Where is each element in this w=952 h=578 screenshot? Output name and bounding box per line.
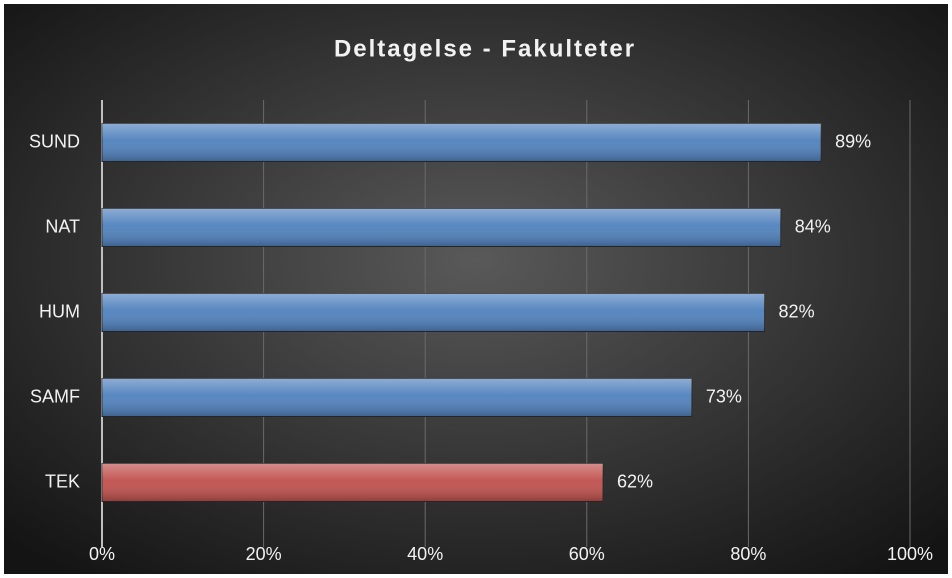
value-label: 84%: [795, 216, 831, 236]
value-label: 89%: [835, 131, 871, 151]
bar-shine: [102, 293, 765, 332]
x-tick-label: 100%: [887, 544, 933, 564]
x-tick-label: 40%: [407, 544, 443, 564]
bar-shine: [102, 123, 822, 162]
x-tick-label: 60%: [569, 544, 605, 564]
x-tick-label: 80%: [730, 544, 766, 564]
x-tick-label: 20%: [246, 544, 282, 564]
y-tick-label: SAMF: [30, 386, 80, 406]
y-tick-label: TEK: [45, 471, 80, 491]
x-tick-label: 0%: [89, 544, 115, 564]
y-tick-label: SUND: [29, 131, 80, 151]
value-label: 73%: [706, 386, 742, 406]
bar-shine: [102, 463, 603, 502]
y-tick-label: HUM: [39, 301, 80, 321]
value-label: 62%: [617, 471, 653, 491]
bar-shine: [102, 208, 781, 247]
chart-title: Deltagelse - Fakulteter: [334, 35, 636, 62]
bar-shine: [102, 378, 692, 417]
y-tick-label: NAT: [45, 216, 80, 236]
value-label: 82%: [779, 301, 815, 321]
